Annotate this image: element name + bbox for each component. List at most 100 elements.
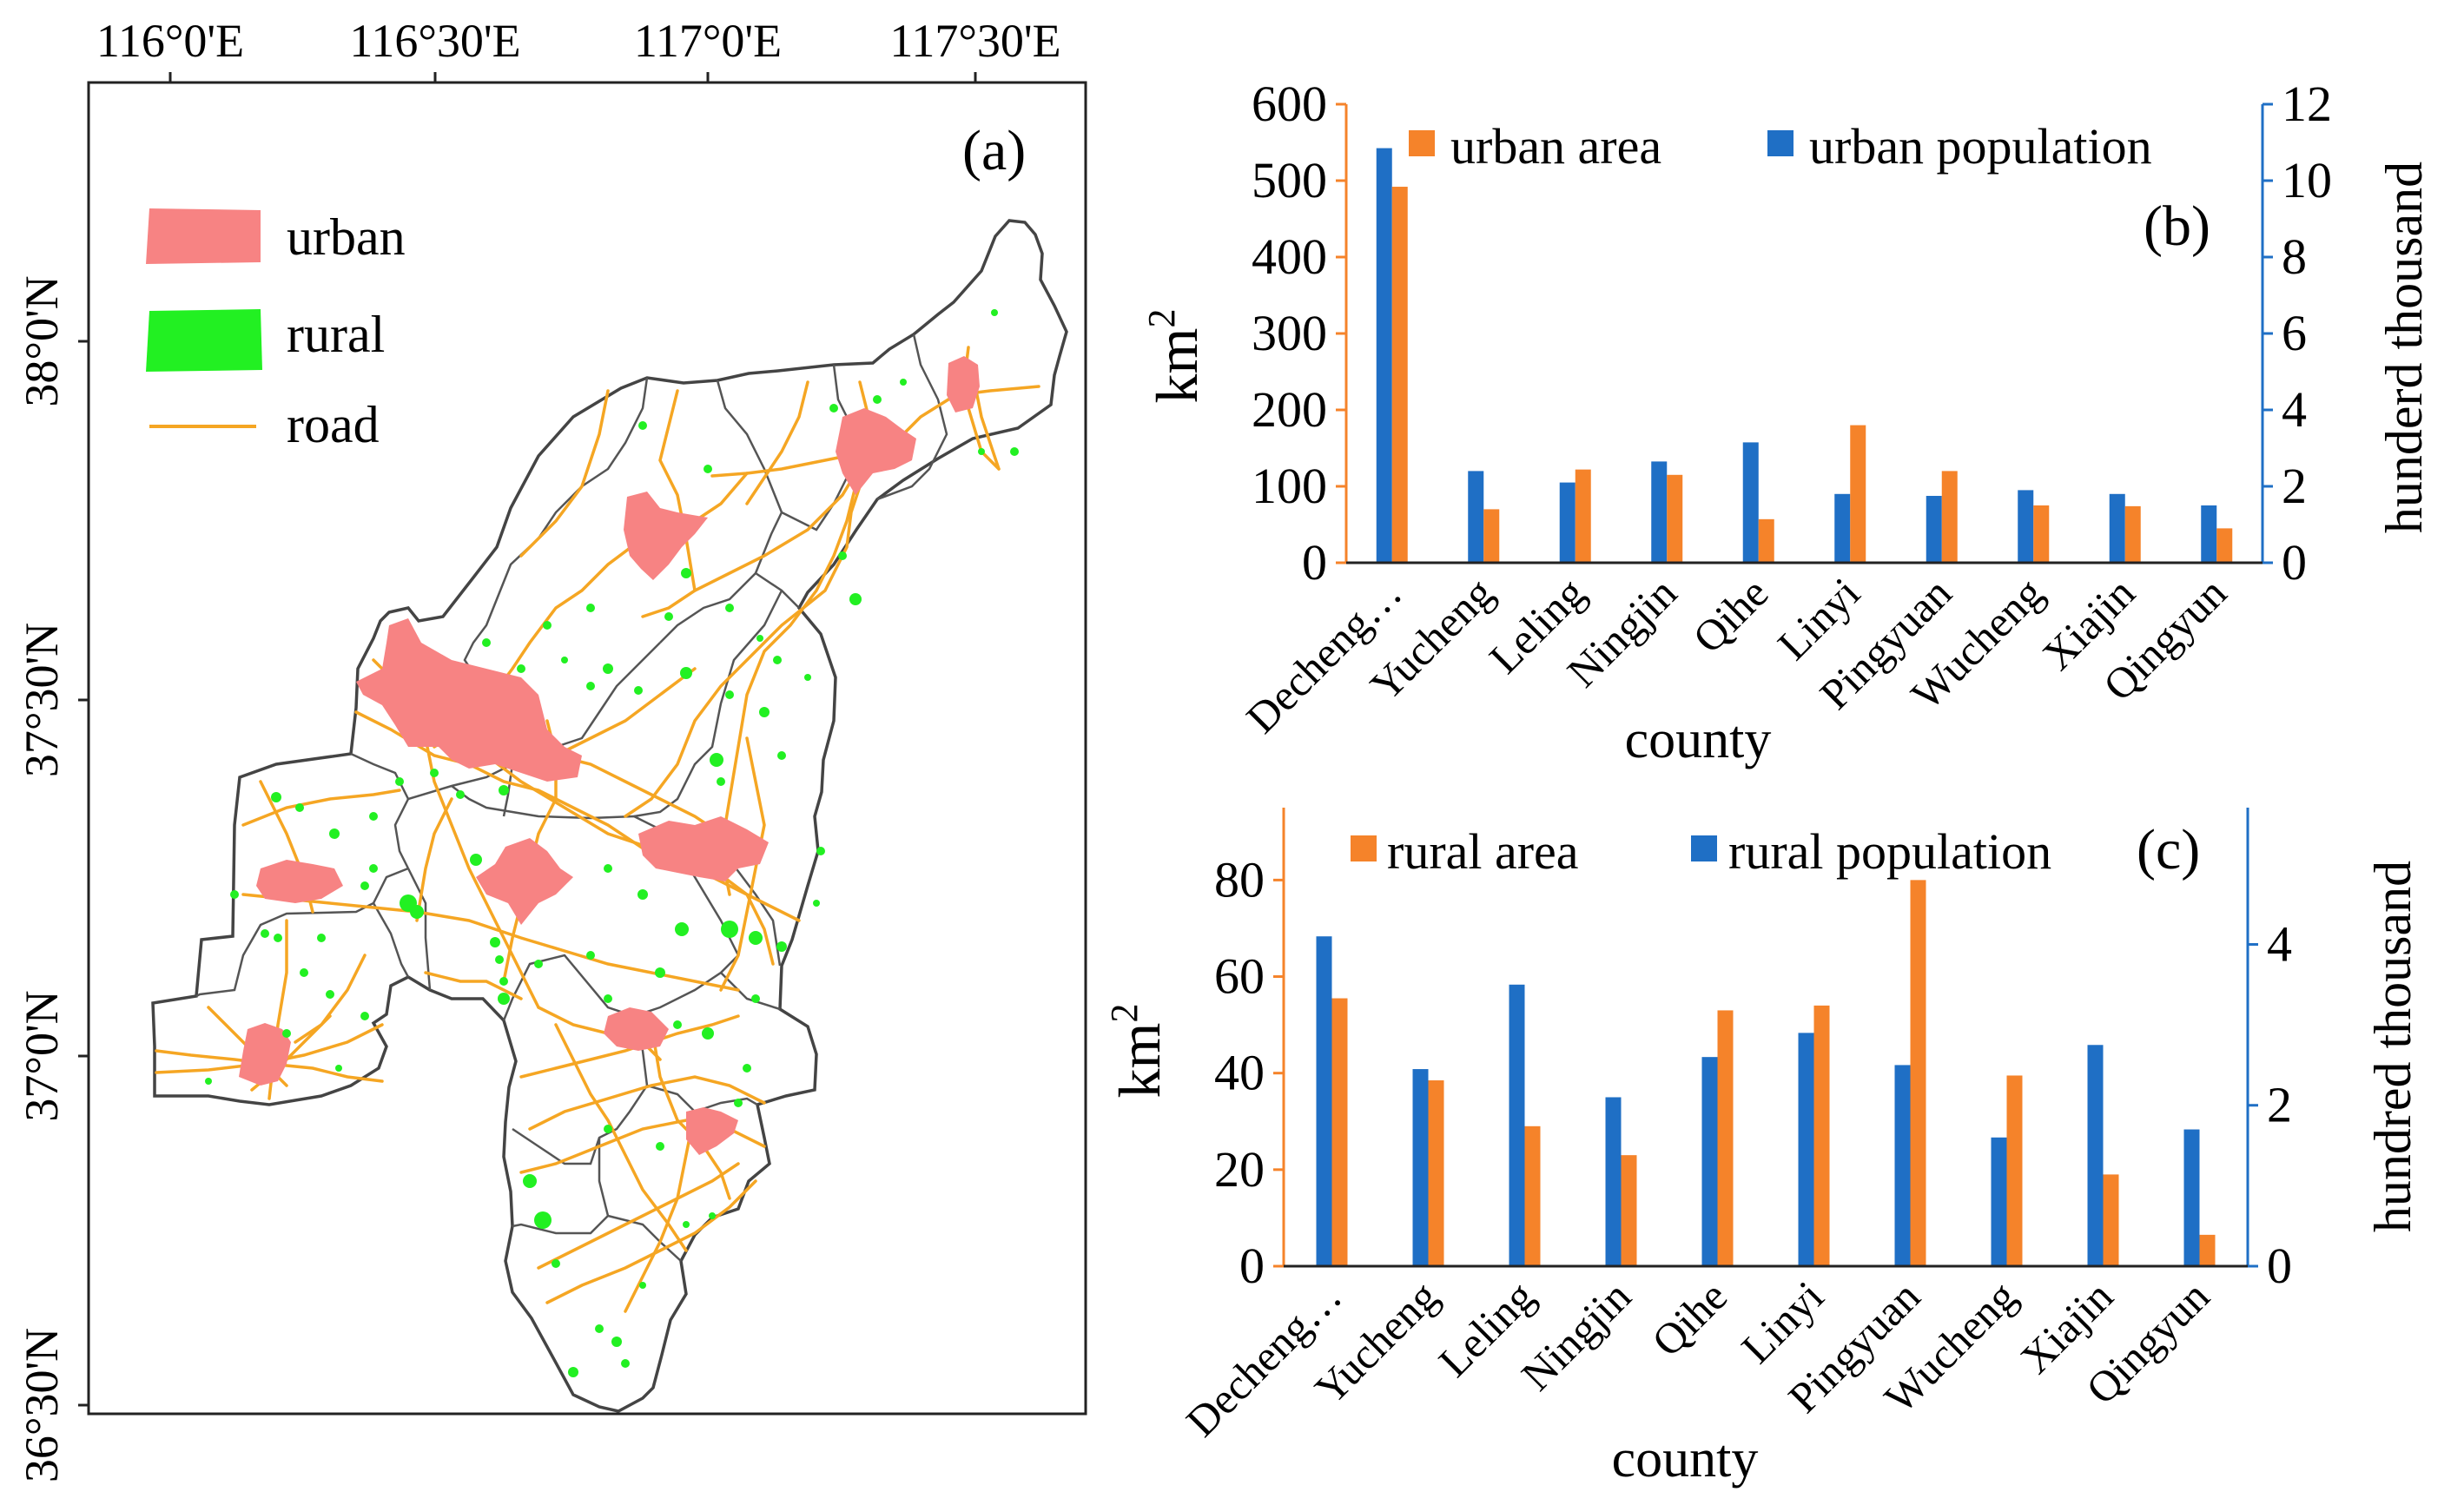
urban-right-tick-label: 6 xyxy=(2282,305,2307,361)
lat-tick-label: 38°0'N xyxy=(16,275,68,406)
rural-left-tick-label: 80 xyxy=(1214,851,1265,908)
urban-population-bar xyxy=(1376,148,1392,563)
rural-right-tick-label: 0 xyxy=(2267,1238,2292,1294)
rural-population-bar xyxy=(1991,1137,2007,1266)
urban-population-bar xyxy=(1468,471,1484,563)
urban-chart-legend: urban area urban population xyxy=(1409,118,2152,175)
urban-left-tick-label: 500 xyxy=(1252,152,1327,208)
urban-chart-panel-label: (b) xyxy=(2144,195,2210,258)
rural-population-legend-swatch xyxy=(1691,835,1717,861)
rural-chart-marks: 020406080024Decheng…YuchengLelingNingjin… xyxy=(1177,851,2292,1445)
rural-category-label: Qihe xyxy=(1642,1271,1736,1365)
urban-area-bar xyxy=(1758,518,1774,563)
urban-population-bar xyxy=(2109,493,2125,563)
study-area-outline xyxy=(151,219,1068,1413)
urban-area-bar xyxy=(1575,469,1591,563)
urban-population-bar xyxy=(2201,505,2217,563)
urban-area-bar xyxy=(1483,509,1500,563)
urban-left-tick-label: 200 xyxy=(1252,381,1327,438)
rural-chart-ylabel-right: hundred thousand xyxy=(2364,861,2421,1232)
rural-legend-swatch xyxy=(146,309,262,372)
urban-area-bar xyxy=(1941,471,1958,563)
rural-ylabel-sup: 2 xyxy=(1103,1004,1146,1023)
rural-left-tick-label: 40 xyxy=(1214,1045,1265,1101)
rural-area-legend-swatch xyxy=(1351,835,1377,861)
urban-ylabel-unit: km xyxy=(1144,328,1210,404)
urban-right-tick-label: 10 xyxy=(2282,152,2332,208)
rural-population-bar xyxy=(1605,1097,1622,1266)
rural-area-bar xyxy=(1910,880,1926,1266)
rural-left-tick-label: 60 xyxy=(1214,948,1265,1005)
urban-left-tick-label: 100 xyxy=(1252,458,1327,514)
urban-right-tick-label: 0 xyxy=(2282,534,2307,591)
urban-area-bar xyxy=(1850,425,1866,563)
urban-area-bar xyxy=(1667,474,1683,563)
urban-population-bar xyxy=(1559,482,1576,563)
lon-tick-label: 116°30'E xyxy=(349,15,520,67)
urban-left-tick-label: 300 xyxy=(1252,305,1327,361)
lat-ticks xyxy=(78,340,89,1407)
urban-population-bar xyxy=(1834,493,1851,563)
urban-area-legend-swatch xyxy=(1409,130,1435,156)
rural-chart-ylabel-left: km2 xyxy=(1103,1004,1173,1099)
rural-area-bar xyxy=(1331,998,1348,1266)
urban-chart-xlabel: county xyxy=(1625,710,1772,769)
rural-right-tick-label: 4 xyxy=(2267,915,2292,972)
lat-tick-label: 37°0'N xyxy=(16,990,68,1121)
rural-category-label: Ningjin xyxy=(1512,1271,1641,1400)
rural-area-bar xyxy=(1524,1125,1541,1266)
urban-population-bar xyxy=(1742,442,1759,563)
rural-population-bar xyxy=(2087,1045,2104,1266)
urban-chart-marks: 0100200300400500600024681012Decheng…Yuch… xyxy=(1237,76,2332,743)
rural-population-bar xyxy=(1798,1033,1814,1266)
rural-area-legend-label: rural area xyxy=(1387,823,1579,880)
urban-patches xyxy=(239,356,980,1155)
urban-right-tick-label: 8 xyxy=(2282,228,2307,285)
lon-tick-label: 116°0'E xyxy=(96,15,244,67)
urban-area-bar xyxy=(2033,505,2050,563)
lon-ticks xyxy=(168,72,977,83)
rural-area-bar xyxy=(1717,1010,1734,1266)
rural-area-bar xyxy=(1428,1080,1444,1266)
urban-right-tick-label: 4 xyxy=(2282,381,2307,438)
urban-area-bar xyxy=(1391,187,1408,564)
rural-patches xyxy=(205,309,1019,1377)
map-legend: urban rural road xyxy=(146,208,406,453)
urban-ylabel-sup: 2 xyxy=(1140,309,1183,328)
rural-population-bar xyxy=(1509,984,1525,1266)
lat-tick-label: 36°30'N xyxy=(16,1328,68,1482)
rural-legend-label: rural xyxy=(287,306,385,363)
urban-legend-swatch xyxy=(146,208,261,264)
rural-left-tick-label: 0 xyxy=(1239,1238,1265,1294)
urban-left-tick-label: 400 xyxy=(1252,228,1327,285)
rural-area-bar xyxy=(2199,1234,2216,1266)
urban-population-legend-swatch xyxy=(1767,130,1794,156)
rural-population-bar xyxy=(1412,1069,1429,1266)
map-panel-label: (a) xyxy=(962,119,1026,182)
urban-area-bar xyxy=(2216,528,2233,563)
urban-legend-label: urban xyxy=(287,208,406,266)
urban-population-legend-label: urban population xyxy=(1809,118,2152,175)
rural-chart-panel: 020406080024Decheng…YuchengLelingNingjin… xyxy=(1103,808,2421,1488)
urban-left-tick-label: 600 xyxy=(1252,76,1327,132)
map-panel: 116°0'E 116°30'E 117°0'E 117°30'E 38°0'N… xyxy=(16,15,1087,1482)
rural-right-tick-label: 2 xyxy=(2267,1077,2292,1133)
rural-area-bar xyxy=(2006,1075,2023,1266)
rural-area-bar xyxy=(1621,1155,1637,1266)
rural-population-bar xyxy=(2183,1129,2200,1266)
urban-population-bar xyxy=(1651,461,1668,563)
urban-category-label: Qihe xyxy=(1683,568,1777,662)
road-legend-label: road xyxy=(287,396,380,453)
urban-chart-ylabel-right: hunderd thousand xyxy=(2375,162,2433,533)
rural-area-bar xyxy=(1813,1005,1830,1266)
urban-chart-panel: 0100200300400500600024681012Decheng…Yuch… xyxy=(1140,76,2433,769)
urban-right-tick-label: 2 xyxy=(2282,458,2307,514)
lon-tick-label: 117°30'E xyxy=(889,15,1060,67)
rural-chart-xlabel: county xyxy=(1612,1429,1759,1488)
urban-area-legend-label: urban area xyxy=(1450,118,1661,175)
rural-chart-legend: rural area rural population xyxy=(1351,823,2051,880)
lat-tick-label: 37°30'N xyxy=(16,623,68,777)
urban-area-bar xyxy=(2124,505,2141,563)
urban-population-bar xyxy=(2018,490,2034,563)
